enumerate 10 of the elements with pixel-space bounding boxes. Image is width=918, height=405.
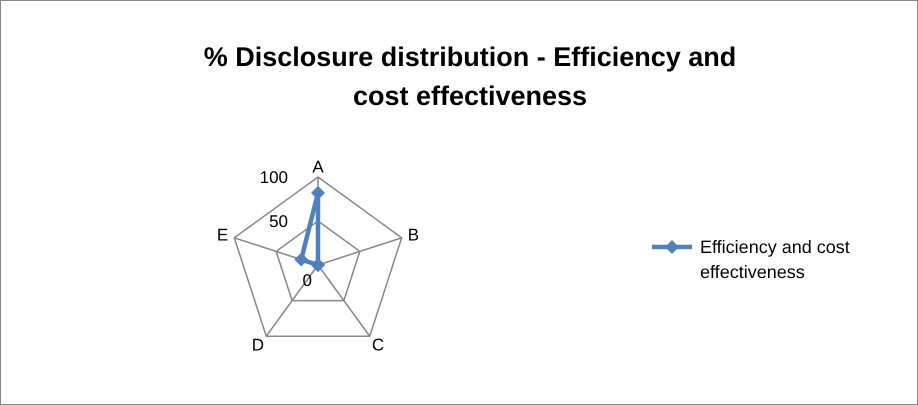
y-tick-label: 100 (260, 168, 288, 187)
spoke-label: D (252, 336, 264, 355)
y-tick-label: 0 (302, 271, 312, 290)
y-tick-label: 50 (269, 212, 288, 231)
spoke-label: C (372, 336, 384, 355)
chart-title: % Disclosure distribution - Efficiency and cost effectiveness (204, 42, 736, 111)
spoke-label: A (312, 157, 324, 176)
spoke-label: E (216, 226, 228, 245)
legend-label: Efficiency and cost effectiveness (700, 237, 850, 282)
spoke-label: B (408, 226, 420, 245)
